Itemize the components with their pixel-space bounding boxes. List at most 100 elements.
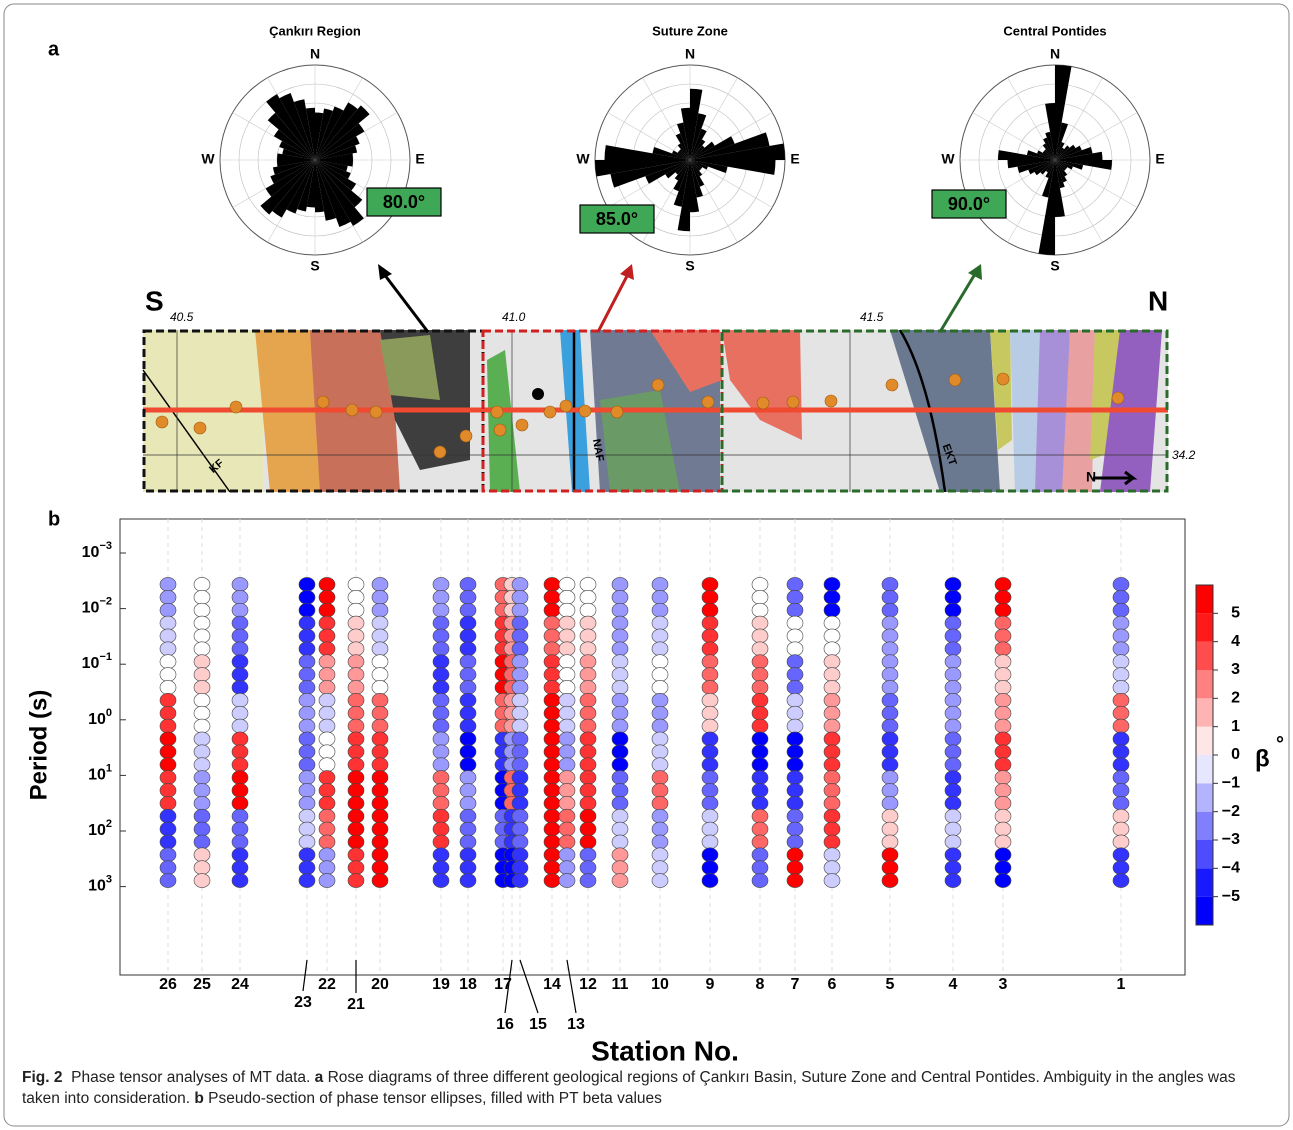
phase-tensor-ellipse xyxy=(512,745,528,759)
phase-tensor-ellipse xyxy=(433,848,449,862)
phase-tensor-ellipse xyxy=(752,771,768,785)
phase-tensor-ellipse xyxy=(702,680,718,694)
station-label: 16 xyxy=(496,1016,514,1033)
phase-tensor-ellipse xyxy=(299,693,315,707)
phase-tensor-ellipse xyxy=(512,861,528,875)
phase-tensor-ellipse xyxy=(882,796,898,810)
phase-tensor-ellipse xyxy=(544,745,560,759)
phase-tensor-ellipse xyxy=(1113,616,1129,630)
panel-label: a xyxy=(48,38,60,60)
phase-tensor-ellipse xyxy=(612,732,628,746)
phase-tensor-ellipse xyxy=(460,835,476,849)
phase-tensor-ellipse xyxy=(232,655,248,669)
phase-tensor-ellipse xyxy=(194,874,210,888)
phase-tensor-ellipse xyxy=(824,603,840,617)
phase-tensor-ellipse xyxy=(612,874,628,888)
phase-tensor-ellipse xyxy=(702,706,718,720)
phase-tensor-ellipse xyxy=(580,822,596,836)
phase-tensor-ellipse xyxy=(194,719,210,733)
phase-tensor-ellipse xyxy=(1113,577,1129,591)
phase-tensor-ellipse xyxy=(612,719,628,733)
phase-tensor-ellipse xyxy=(752,835,768,849)
phase-tensor-ellipse xyxy=(824,783,840,797)
phase-tensor-ellipse xyxy=(612,809,628,823)
phase-tensor-ellipse xyxy=(160,693,176,707)
phase-tensor-ellipse xyxy=(544,848,560,862)
phase-tensor-ellipse xyxy=(945,655,961,669)
phase-tensor-ellipse xyxy=(580,693,596,707)
phase-tensor-ellipse xyxy=(559,616,575,630)
phase-tensor-ellipse xyxy=(194,680,210,694)
phase-tensor-ellipse xyxy=(702,642,718,656)
compass-label: N xyxy=(685,46,695,62)
phase-tensor-ellipse xyxy=(824,668,840,682)
phase-tensor-ellipse xyxy=(995,835,1011,849)
phase-tensor-ellipse xyxy=(652,809,668,823)
phase-tensor-ellipse xyxy=(652,642,668,656)
phase-tensor-ellipse xyxy=(299,680,315,694)
phase-tensor-ellipse xyxy=(752,590,768,604)
phase-tensor-ellipse xyxy=(194,732,210,746)
phase-tensor-ellipse xyxy=(319,577,335,591)
phase-tensor-ellipse xyxy=(160,835,176,849)
phase-tensor-ellipse xyxy=(160,603,176,617)
phase-tensor-ellipse xyxy=(194,629,210,643)
phase-tensor-ellipse xyxy=(559,783,575,797)
phase-tensor-ellipse xyxy=(882,719,898,733)
phase-tensor-ellipse xyxy=(702,771,718,785)
phase-tensor-ellipse xyxy=(787,577,803,591)
phase-tensor-ellipse xyxy=(787,642,803,656)
station-label: 8 xyxy=(756,976,765,993)
phase-tensor-ellipse xyxy=(702,577,718,591)
phase-tensor-ellipse xyxy=(319,783,335,797)
phase-tensor-ellipse xyxy=(1113,719,1129,733)
phase-tensor-ellipse xyxy=(433,732,449,746)
phase-tensor-ellipse xyxy=(194,655,210,669)
phase-tensor-ellipse xyxy=(824,835,840,849)
phase-tensor-ellipse xyxy=(995,822,1011,836)
phase-tensor-ellipse xyxy=(433,835,449,849)
station-label: 14 xyxy=(543,976,561,993)
phase-tensor-ellipse xyxy=(1113,603,1129,617)
phase-tensor-ellipse xyxy=(995,577,1011,591)
phase-tensor-ellipse xyxy=(299,874,315,888)
phase-tensor-ellipse xyxy=(580,668,596,682)
phase-tensor-ellipse xyxy=(1113,655,1129,669)
phase-tensor-ellipse xyxy=(824,706,840,720)
phase-tensor-ellipse xyxy=(299,590,315,604)
phase-tensor-ellipse xyxy=(160,629,176,643)
y-tick-label: 103 xyxy=(88,874,112,895)
phase-tensor-ellipse xyxy=(752,693,768,707)
station-label: 26 xyxy=(159,976,177,993)
phase-tensor-ellipse xyxy=(512,706,528,720)
panel-label: b xyxy=(48,508,60,530)
rose-title: Central Pontides xyxy=(1003,23,1106,38)
phase-tensor-ellipse xyxy=(319,655,335,669)
phase-tensor-ellipse xyxy=(160,706,176,720)
phase-tensor-ellipse xyxy=(995,848,1011,862)
phase-tensor-ellipse xyxy=(544,822,560,836)
phase-tensor-ellipse xyxy=(702,655,718,669)
phase-tensor-ellipse xyxy=(372,783,388,797)
phase-tensor-ellipse xyxy=(348,680,364,694)
phase-tensor-ellipse xyxy=(232,668,248,682)
phase-tensor-ellipse xyxy=(1113,629,1129,643)
y-axis-title: Period (s) xyxy=(25,690,52,801)
phase-tensor-ellipse xyxy=(580,603,596,617)
y-tick-label: 102 xyxy=(88,818,112,839)
colorbar-band xyxy=(1196,642,1213,670)
station-label: 22 xyxy=(318,976,336,993)
tick-exp: −2 xyxy=(99,596,112,608)
colorbar-band xyxy=(1196,698,1213,726)
phase-tensor-ellipse xyxy=(995,758,1011,772)
phase-tensor-ellipse xyxy=(559,629,575,643)
phase-tensor-ellipse xyxy=(348,642,364,656)
phase-tensor-ellipse xyxy=(995,603,1011,617)
phase-tensor-ellipse xyxy=(612,590,628,604)
phase-tensor-ellipse xyxy=(559,835,575,849)
phase-tensor-ellipse xyxy=(544,590,560,604)
phase-tensor-ellipse xyxy=(299,822,315,836)
phase-tensor-ellipse xyxy=(319,616,335,630)
tick-exp: 0 xyxy=(106,707,112,719)
phase-tensor-ellipse xyxy=(319,732,335,746)
